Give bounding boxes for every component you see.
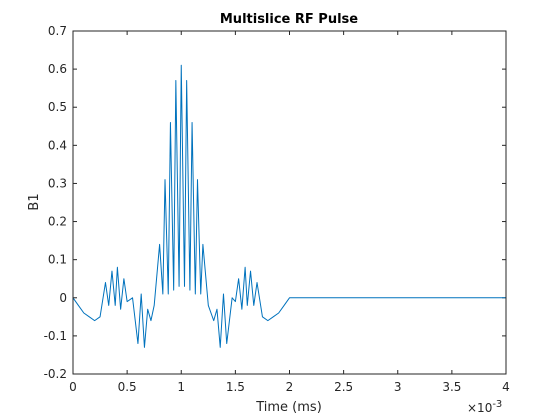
x-tick-label: 3.5 [442,380,461,394]
plot-box [72,30,507,375]
y-tick-label: 0.6 [48,62,67,76]
x-tick-label: 4 [502,380,510,394]
y-tick-label: -0.1 [44,329,67,343]
y-tick-label: 0.4 [48,138,67,152]
plot-area [73,31,506,374]
axis-ticks: 0 0.5 1 1.5 2 2.5 3 3.5 4 -0.2 -0.1 0 0.1 0.2 0.3 0.4 0.… [44,24,510,394]
x-exponent-base: ×10 [467,401,492,415]
chart-title: Multislice RF Pulse [220,12,358,27]
x-tick-label: 0 [69,380,77,394]
x-tick-label: 2 [286,380,294,394]
y-tick-label: 0 [59,291,67,305]
y-tick-label: 0.2 [48,215,67,229]
x-tick-label: 0.5 [118,380,137,394]
y-tick-label: 0.5 [48,100,67,114]
x-tick-label: 1 [177,380,185,394]
y-axis-label: B1 [27,193,42,210]
rf-pulse-line [72,64,506,348]
data-series [72,64,506,348]
x-tick-label: 1.5 [226,380,245,394]
y-tick-label: 0.1 [48,253,67,267]
x-exponent-power: -3 [492,399,502,410]
y-tick-label: -0.2 [44,367,67,381]
x-tick-label: 2.5 [334,380,353,394]
x-tick-label: 3 [394,380,402,394]
x-axis-label: Time (ms) [255,400,322,415]
y-tick-label: 0.7 [48,24,67,38]
y-tick-label: 0.3 [48,176,67,190]
x-exponent-label: ×10-3 [467,399,502,415]
